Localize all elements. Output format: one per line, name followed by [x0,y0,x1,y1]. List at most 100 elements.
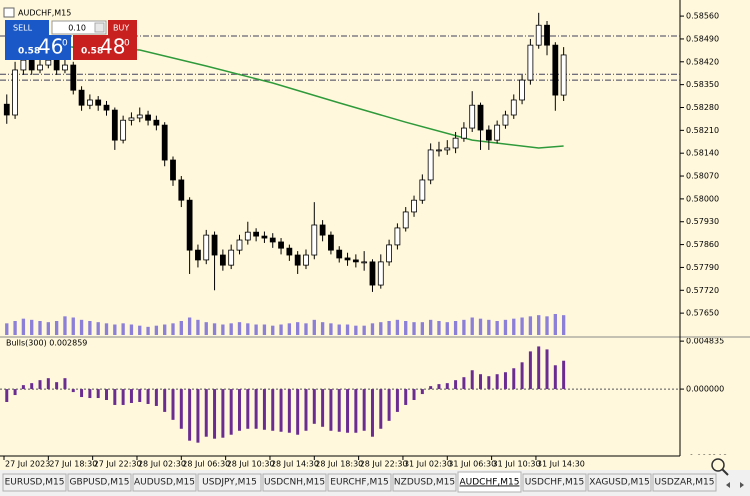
buy-label[interactable]: BUY [113,24,129,33]
candle-body [560,54,567,96]
x-tick-label: 31 Jul 10:30 [493,460,541,469]
x-tick-label: 27 Jul 18:30 [49,460,97,469]
volume-bar [254,324,258,335]
tab[interactable]: XAGUSD,M15 [587,473,652,492]
indicator-bar [387,389,391,421]
tab-background[interactable] [132,473,197,492]
volume-bar [63,316,67,335]
candle-body [402,211,409,229]
tab-label[interactable]: USDZAR,M15 [655,478,715,488]
x-tick-label: 28 Jul 14:30 [271,460,319,469]
volume-bar [71,317,75,335]
candle-body [120,119,127,141]
indicator-bar [13,389,17,396]
volume-bar [428,319,433,335]
indicator-bar [395,389,399,412]
indicator-bar [196,389,200,443]
y-tick-label: 0.58560 [686,12,719,21]
tab-label[interactable]: EURUSD,M15 [5,478,65,488]
candle-body [519,79,525,101]
tab[interactable]: EURUSD,M15 [2,473,67,492]
buy-price-box[interactable] [73,35,137,60]
indicator-bar [304,389,308,431]
tab[interactable]: EURCHF,M15 [327,473,392,492]
candle-body [111,109,118,141]
buy-price-prefix: 0.58 [81,47,103,57]
indicator-bar [312,389,316,424]
tab[interactable]: AUDUSD,M15 [132,473,197,492]
candle-body [411,199,417,213]
lot-value[interactable]: 0.10 [68,24,86,33]
indicator-bar [71,389,75,393]
indicator-bar [537,346,541,390]
indicator-bar [337,389,341,432]
indicator-bar [454,380,458,390]
tab-background[interactable] [2,473,67,492]
tab-label[interactable]: EURCHF,M15 [330,478,388,488]
volume-bar [337,324,341,335]
tab-scroll-arrows[interactable] [726,482,744,488]
indicator-bar [287,389,291,433]
tab[interactable]: USDCNH,M15 [262,473,327,492]
tab-label[interactable]: USDCNH,M15 [264,478,325,488]
tab[interactable]: NZDUSD,M15 [392,473,457,492]
volume-bar [304,323,308,335]
tab[interactable]: USDJPY,M15 [197,473,262,492]
indicator-bar [163,389,167,412]
tab-background[interactable] [457,471,522,493]
candle-body [444,147,451,151]
tab[interactable]: USDZAR,M15 [652,473,717,492]
buy-price-main: 48 [100,35,125,59]
sell-button[interactable] [5,20,49,35]
buy-button[interactable] [108,20,137,35]
y-tick-label: 0.58490 [686,34,719,43]
sell-price-main: 46 [38,35,63,59]
candle-body [3,103,10,116]
volume-bar [13,321,17,335]
zoom-icon[interactable] [711,458,729,476]
tab-label[interactable]: XAGUSD,M15 [589,478,649,488]
sell-label[interactable]: SELL [13,24,33,33]
candle-body [452,137,459,149]
tab-label[interactable]: NZDUSD,M15 [394,478,455,488]
indicator-bar [329,389,333,431]
volume-bar [470,317,474,335]
tab-label[interactable]: GBPUSD,M15 [70,478,130,488]
indicator-bar [21,385,25,390]
tab-label[interactable]: AUDUSD,M15 [134,478,195,488]
tab-label[interactable]: USDCHF,M15 [525,478,585,488]
tab-background[interactable] [262,473,327,492]
candle-body [261,235,268,239]
lot-spinner[interactable] [94,22,105,33]
sell-price-sup: 0 [62,39,68,49]
volume-bar [412,322,416,335]
indicator-bar [429,386,433,390]
candle-body [419,179,426,201]
volume-bar [345,324,350,335]
indicator-bar [412,389,416,401]
volume-bar [154,325,159,335]
indicator-bar [346,389,350,433]
volume-bar [163,324,167,335]
tab-background[interactable] [392,473,457,492]
lot-field[interactable] [51,20,107,35]
tab-background[interactable] [587,473,652,492]
indicator-bar [520,362,524,390]
tab[interactable]: USDCHF,M15 [522,473,587,492]
tab-label[interactable]: AUDCHF,M15 [460,478,520,488]
sell-price-box[interactable] [5,35,71,60]
candle-body [236,239,243,251]
volume-bar [129,324,134,335]
tab[interactable]: GBPUSD,M15 [67,473,132,492]
tab-background[interactable] [652,473,717,492]
tab-background[interactable] [67,473,132,492]
indicator-bar [46,378,50,390]
tab-background[interactable] [197,473,262,492]
candle-body [103,104,110,111]
tab-label[interactable]: USDJPY,M15 [202,478,257,488]
tab-background[interactable] [522,473,587,492]
tab[interactable]: AUDCHF,M15 [457,471,522,493]
tab-background[interactable] [327,473,392,492]
candle-body [203,234,210,261]
